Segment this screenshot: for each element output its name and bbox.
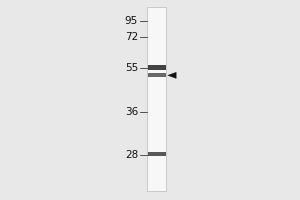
Text: 95: 95	[125, 16, 138, 26]
Text: 36: 36	[125, 107, 138, 117]
Text: 28: 28	[125, 150, 138, 160]
Polygon shape	[168, 72, 176, 78]
Bar	[148, 65, 166, 70]
Text: 72: 72	[125, 32, 138, 42]
Bar	[147, 7, 166, 191]
Bar	[148, 73, 166, 77]
Bar	[148, 152, 166, 156]
Text: 55: 55	[125, 63, 138, 73]
